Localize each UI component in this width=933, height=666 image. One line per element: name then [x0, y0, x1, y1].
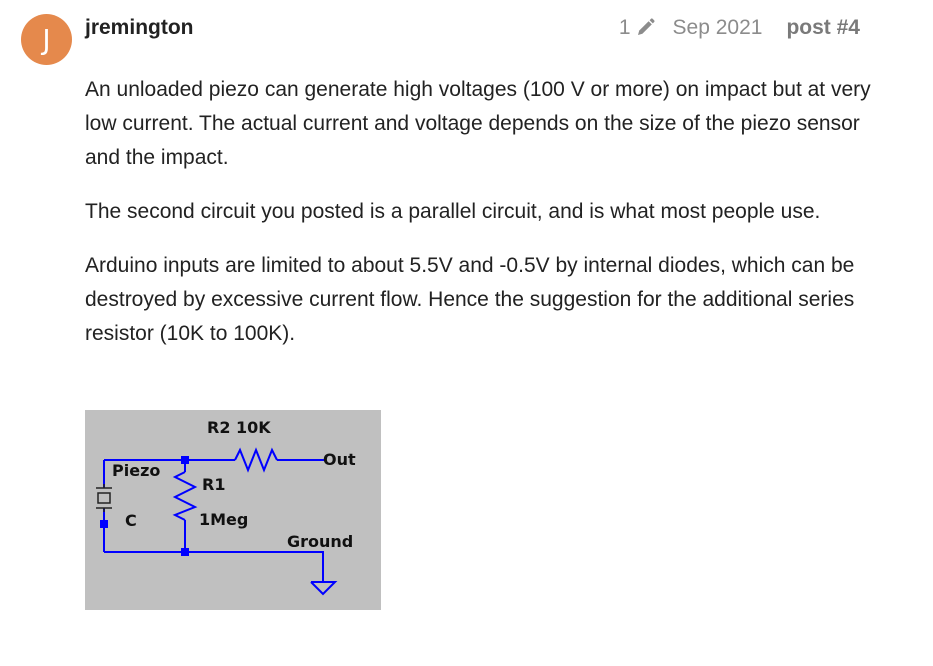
- circuit-schematic-image[interactable]: R2 10K Out Piezo R1 C 1Meg Ground: [85, 410, 381, 610]
- schematic-label-ground: Ground: [287, 532, 353, 551]
- pencil-icon: [637, 18, 655, 35]
- schematic-label-piezo: Piezo: [112, 461, 160, 480]
- schematic-label-r1-value: 1Meg: [199, 510, 248, 529]
- schematic-drawing: R2 10K Out Piezo R1 C 1Meg Ground: [96, 418, 356, 596]
- schematic-label-r1: R1: [202, 475, 225, 494]
- avatar[interactable]: J: [21, 14, 72, 65]
- paragraph-1: An unloaded piezo can generate high volt…: [85, 78, 871, 169]
- post-body: An unloaded piezo can generate high volt…: [85, 73, 875, 371]
- schematic-label-c: C: [125, 511, 137, 530]
- post-date[interactable]: Sep 2021: [672, 16, 763, 39]
- post-meta: 1 Sep 2021 post #4: [619, 14, 860, 42]
- paragraph-2: The second circuit you posted is a paral…: [85, 200, 821, 223]
- edit-history-button[interactable]: 1: [619, 14, 655, 42]
- username-link[interactable]: jremington: [85, 16, 194, 39]
- avatar-letter: J: [42, 23, 51, 56]
- paragraph-3: Arduino inputs are limited to about 5.5V…: [85, 254, 855, 345]
- edit-count: 1: [618, 16, 631, 39]
- post-number-link[interactable]: post #4: [786, 16, 860, 39]
- schematic-label-r2: R2 10K: [207, 418, 271, 437]
- schematic-label-out: Out: [323, 450, 356, 469]
